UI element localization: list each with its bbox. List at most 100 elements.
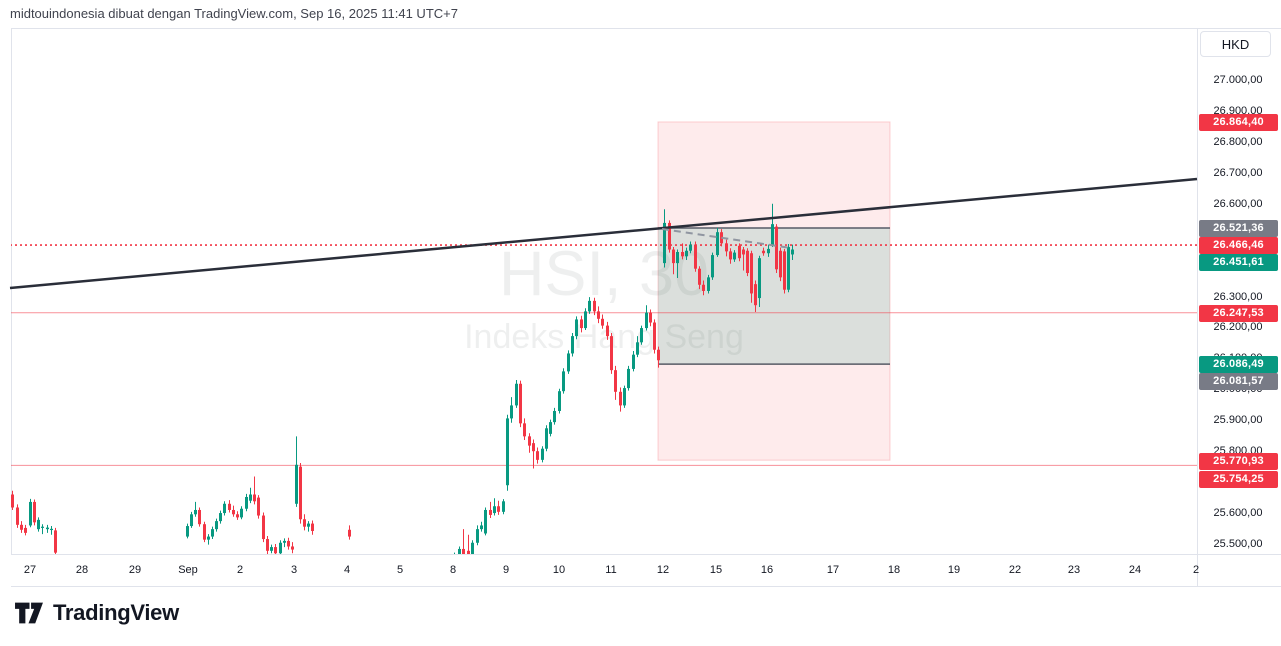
price-axis-tick: 25.500,00	[1200, 536, 1276, 551]
candlestick	[523, 423, 526, 437]
price-axis-tick: 26.600,00	[1200, 196, 1276, 211]
candlestick	[725, 243, 728, 252]
candlestick	[207, 536, 210, 540]
time-axis-label: 18	[887, 564, 901, 576]
candlestick	[489, 509, 492, 515]
candlestick	[632, 354, 635, 369]
price-axis-tick: 27.000,00	[1200, 73, 1276, 87]
candlestick	[471, 542, 474, 554]
candlestick	[575, 319, 578, 337]
candlestick	[16, 507, 19, 525]
candlestick	[29, 501, 32, 526]
time-axis-separator[interactable]	[11, 554, 1281, 555]
candlestick	[597, 311, 600, 319]
chart-top-border	[11, 28, 1281, 29]
dashed-trendline[interactable]	[661, 228, 792, 249]
candlestick	[295, 464, 298, 504]
candlestick	[462, 548, 465, 554]
time-axis-label: Sep	[178, 564, 198, 576]
candlestick	[545, 428, 548, 449]
candlestick	[767, 248, 770, 254]
candlestick	[257, 497, 260, 516]
candlestick	[649, 312, 652, 323]
candlestick	[190, 514, 193, 527]
time-axis-label: 9	[502, 564, 510, 576]
candlestick	[672, 249, 675, 264]
candlestick	[299, 466, 302, 520]
time-axis-label: 4	[343, 564, 351, 576]
price-label-badge: 26.864,40	[1199, 113, 1278, 131]
candlestick	[606, 325, 609, 337]
candlestick	[610, 336, 613, 371]
candlestick	[558, 391, 561, 411]
time-axis-label: 3	[290, 564, 298, 576]
candlestick	[186, 526, 189, 537]
time-axis-label: 28	[75, 564, 89, 576]
price-axis-tick: 26.300,00	[1200, 289, 1276, 304]
time-axis-label: 2	[1192, 564, 1200, 576]
candlestick	[480, 525, 483, 530]
price-axis-tick: 25.600,00	[1200, 506, 1276, 521]
candlestick	[754, 284, 757, 306]
candlestick	[262, 515, 265, 540]
candlestick	[733, 252, 736, 260]
time-axis-label: 10	[552, 564, 566, 576]
candlestick	[702, 284, 705, 291]
candlestick	[46, 527, 49, 530]
candlestick	[571, 336, 574, 354]
candlestick	[588, 300, 591, 312]
candlestick	[232, 509, 235, 515]
trendline[interactable]	[9, 177, 1198, 290]
candlestick	[506, 418, 509, 486]
candlestick	[348, 529, 351, 537]
chart-attribution: midtouindonesia dibuat dengan TradingVie…	[10, 6, 458, 21]
candlestick	[689, 244, 692, 251]
candlestick	[50, 528, 53, 531]
time-axis-label: 19	[947, 564, 961, 576]
tradingview-logo-icon	[15, 602, 43, 624]
candlestick	[779, 250, 782, 278]
candlestick	[750, 253, 753, 294]
time-axis-label: 16	[760, 564, 774, 576]
candlestick	[37, 519, 40, 530]
candlestick	[663, 222, 666, 264]
candlestick	[54, 530, 57, 553]
candlestick	[253, 494, 256, 502]
candlestick	[510, 405, 513, 419]
time-axis-label: 8	[449, 564, 457, 576]
candlestick	[7, 473, 10, 495]
candlestick	[215, 521, 218, 530]
candlestick	[676, 251, 679, 264]
candlestick	[771, 224, 774, 245]
price-axis-separator[interactable]	[1197, 28, 1198, 586]
candlestick	[567, 353, 570, 372]
supply-zone[interactable]	[657, 121, 891, 461]
candlestick	[653, 322, 656, 350]
candlestick	[194, 509, 197, 515]
candlestick	[640, 328, 643, 343]
candlestick	[41, 526, 44, 528]
candlestick	[580, 319, 583, 329]
candlestick	[584, 311, 587, 329]
candlestick	[707, 277, 710, 291]
candlestick	[681, 251, 684, 257]
time-axis-label: 29	[128, 564, 142, 576]
candlestick	[791, 249, 794, 255]
time-axis-label: 12	[656, 564, 670, 576]
price-label-badge: 26.086,49	[1199, 355, 1278, 373]
currency-toggle-button[interactable]: HKD	[1200, 31, 1271, 57]
candlestick	[20, 524, 23, 530]
time-axis-label: 15	[709, 564, 723, 576]
tradingview-logo[interactable]: TradingView	[14, 600, 179, 626]
candlestick	[307, 523, 310, 527]
range-zone[interactable]	[658, 228, 890, 365]
price-axis-tick: 26.800,00	[1200, 134, 1276, 149]
candlestick	[541, 448, 544, 460]
tradingview-logo-text: TradingView	[53, 600, 179, 625]
candlestick	[716, 232, 719, 256]
candlestick	[528, 436, 531, 446]
candlestick	[729, 251, 732, 260]
candlestick	[787, 247, 790, 290]
candlestick	[536, 451, 539, 460]
